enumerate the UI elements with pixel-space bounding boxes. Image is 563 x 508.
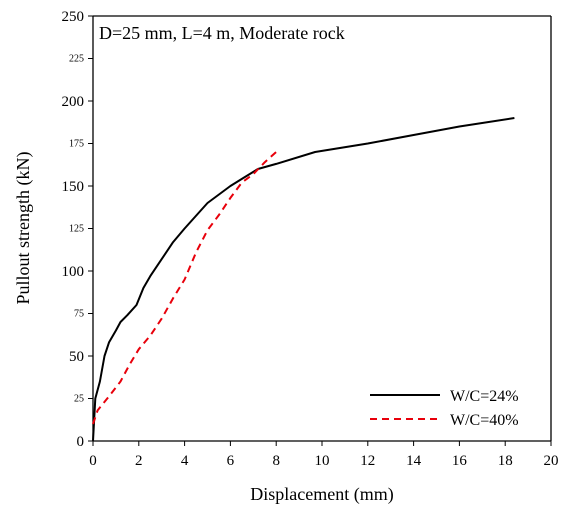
y-tick-label: 175	[69, 139, 84, 150]
y-tick-label: 150	[62, 179, 85, 195]
legend-label-wc24: W/C=24%	[450, 388, 519, 405]
y-tick-label: 0	[77, 434, 85, 450]
chart-annotation: D=25 mm, L=4 m, Moderate rock	[99, 23, 345, 43]
x-tick-label: 14	[406, 453, 422, 469]
y-tick-label: 225	[69, 54, 84, 65]
y-axis-ticks: 0 25 50 75 100 125 150 175 200 225 250	[62, 9, 93, 450]
series-layer	[92, 117, 515, 442]
x-tick-label: 6	[227, 453, 235, 469]
x-tick-label: 16	[452, 453, 468, 469]
x-axis-ticks: 0 2 4 6 8 10 12 14 16 18 20	[89, 441, 559, 469]
y-tick-label: 200	[62, 94, 85, 110]
y-tick-label: 75	[74, 309, 84, 320]
y-tick-label: 125	[69, 224, 84, 235]
y-tick-label: 100	[62, 264, 85, 280]
y-axis-title: Pullout strength (kN)	[13, 152, 34, 305]
x-tick-label: 2	[135, 453, 143, 469]
x-tick-label: 18	[498, 453, 513, 469]
x-axis-title: Displacement (mm)	[250, 484, 393, 505]
legend-label-wc40: W/C=40%	[450, 412, 519, 429]
x-tick-label: 12	[360, 453, 375, 469]
x-tick-label: 10	[315, 453, 330, 469]
y-tick-label: 50	[69, 349, 84, 365]
x-tick-label: 4	[181, 453, 189, 469]
x-tick-label: 0	[89, 453, 97, 469]
x-tick-label: 8	[272, 453, 280, 469]
legend: W/C=24% W/C=40%	[370, 388, 519, 429]
y-tick-label: 250	[62, 9, 85, 25]
series-line-wc24	[92, 117, 515, 442]
y-tick-label: 25	[74, 394, 84, 405]
series-line-wc40	[92, 151, 277, 425]
x-tick-label: 20	[544, 453, 559, 469]
